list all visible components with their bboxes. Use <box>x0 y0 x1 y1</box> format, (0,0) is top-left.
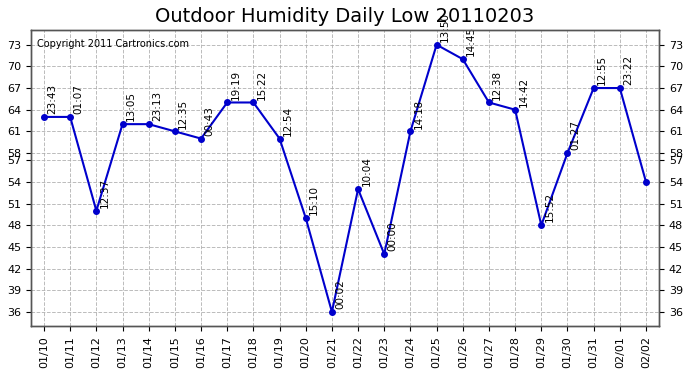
Text: 15:22: 15:22 <box>257 70 267 100</box>
Text: 00:43: 00:43 <box>204 106 215 136</box>
Text: 00:00: 00:00 <box>388 222 397 251</box>
Text: 13:50: 13:50 <box>440 12 450 42</box>
Text: 13:05: 13:05 <box>126 92 136 122</box>
Text: 14:45: 14:45 <box>466 26 476 56</box>
Text: 12:35: 12:35 <box>178 99 188 129</box>
Text: 19:19: 19:19 <box>230 70 241 100</box>
Text: 23:13: 23:13 <box>152 91 162 122</box>
Text: 10:04: 10:04 <box>362 156 371 186</box>
Text: 15:10: 15:10 <box>309 185 319 215</box>
Text: 12:38: 12:38 <box>492 70 502 100</box>
Text: 23:43: 23:43 <box>48 84 57 114</box>
Text: 12:37: 12:37 <box>99 178 110 208</box>
Text: 14:42: 14:42 <box>518 77 529 107</box>
Text: 23:22: 23:22 <box>623 55 633 85</box>
Text: 00:02: 00:02 <box>335 279 345 309</box>
Text: 12:55: 12:55 <box>597 55 607 85</box>
Text: Copyright 2011 Cartronics.com: Copyright 2011 Cartronics.com <box>37 39 189 49</box>
Text: 15:52: 15:52 <box>544 192 555 222</box>
Text: 01:07: 01:07 <box>74 84 83 114</box>
Text: 14:18: 14:18 <box>414 99 424 129</box>
Text: 01:27: 01:27 <box>571 120 581 150</box>
Title: Outdoor Humidity Daily Low 20110203: Outdoor Humidity Daily Low 20110203 <box>155 7 535 26</box>
Text: 12:54: 12:54 <box>283 106 293 136</box>
